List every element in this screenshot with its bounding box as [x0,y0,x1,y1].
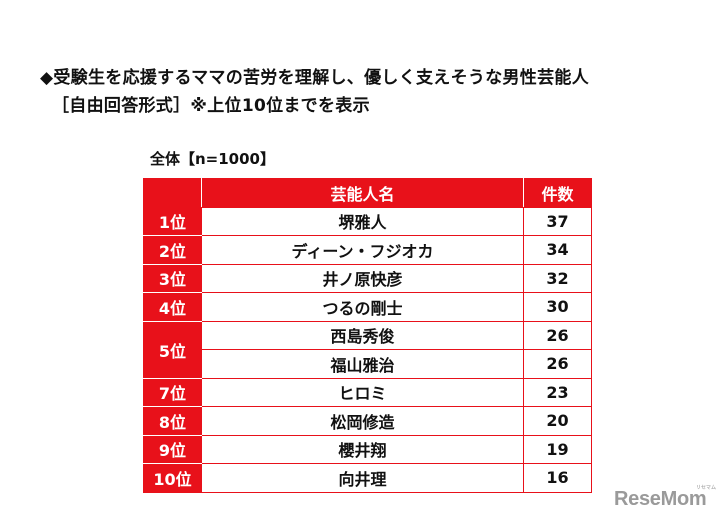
sample-size-caption: 全体【n=1000】 [150,150,275,168]
count-cell: 34 [523,235,592,265]
watermark-text: ReseMom [614,488,707,510]
count-cell: 19 [523,434,592,464]
rank-cell: 10位 [143,463,202,493]
table-row: 8位 松岡修造 20 [143,406,592,436]
rank-cell-merged: 5位 [143,320,202,379]
header-celebrity-name: 芸能人名 [201,178,524,208]
table-row: 福山雅治 26 [144,349,592,379]
table-row: 3位 井ノ原快彦 32 [143,263,592,293]
count-cell: 32 [523,263,592,293]
name-cell: 松岡修造 [201,406,524,436]
rank-cell: 3位 [143,263,202,293]
count-cell: 30 [523,292,592,322]
table-row: 5位 西島秀俊 26 [143,320,592,379]
rank-cell: 1位 [143,206,202,236]
count-cell: 37 [523,206,592,236]
name-cell: 西島秀俊 [201,320,524,350]
watermark-kana: リセマム [696,485,717,491]
page-subtitle: ［自由回答形式］※上位10位までを表示 [52,96,370,116]
table-row: 2位 ディーン・フジオカ 34 [143,235,592,265]
count-cell: 16 [523,463,592,493]
name-cell: 櫻井翔 [201,434,524,464]
count-cell: 26 [523,349,592,379]
name-cell: ヒロミ [201,377,524,407]
table-row: 4位 つるの剛士 30 [143,292,592,322]
rank-cell: 8位 [143,406,202,436]
count-cell: 20 [523,406,592,436]
ranking-table: 芸能人名 件数 1位 堺雅人 37 2位 ディーン・フジオカ 34 3位 井ノ原… [143,178,592,493]
header-rank [143,178,202,208]
name-cell: 向井理 [201,463,524,493]
name-cell: つるの剛士 [201,292,524,322]
rank-cell: 4位 [143,292,202,322]
count-cell: 26 [523,320,592,350]
name-cell: 福山雅治 [201,349,524,379]
rank-cell: 9位 [143,434,202,464]
table-row: 1位 堺雅人 37 [143,206,592,236]
rank-cell: 7位 [143,377,202,407]
rank-cell: 2位 [143,235,202,265]
name-cell: 井ノ原快彦 [201,263,524,293]
page-title: ◆受験生を応援するママの苦労を理解し、優しく支えそうな男性芸能人 [40,68,589,88]
name-cell: ディーン・フジオカ [201,235,524,265]
name-cell: 堺雅人 [201,206,524,236]
table-row: 7位 ヒロミ 23 [143,377,592,407]
table-row: 9位 櫻井翔 19 [143,434,592,464]
table-header-row: 芸能人名 件数 [143,178,592,208]
count-cell: 23 [523,377,592,407]
table-row: 10位 向井理 16 [143,463,592,493]
header-count: 件数 [523,178,592,208]
resemom-watermark-logo: ReseMom リセマム [614,485,716,511]
